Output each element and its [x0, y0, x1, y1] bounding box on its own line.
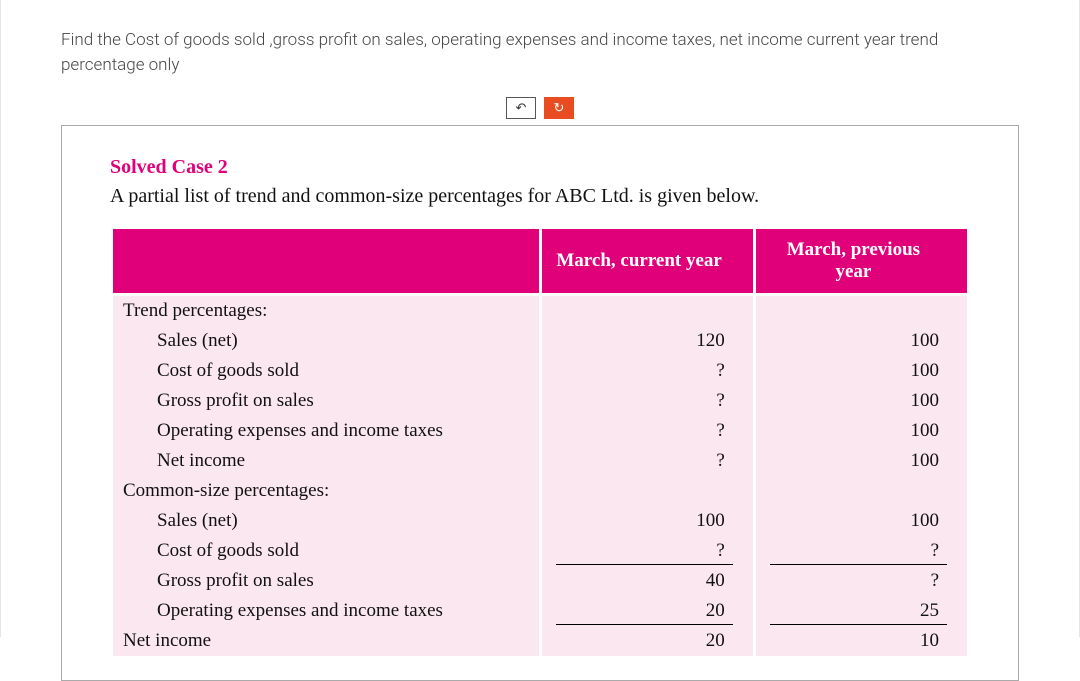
table-row: Trend percentages:: [112, 295, 969, 327]
table-row: Cost of goods sold ? ?: [112, 536, 969, 566]
cell-value: [540, 476, 754, 506]
header-previous-year: March, previous year: [754, 228, 968, 295]
cell-value: 100: [754, 446, 968, 476]
redo-button[interactable]: ↻: [544, 97, 574, 119]
common-section-label: Common-size percentages:: [112, 476, 541, 506]
cell-value: [754, 476, 968, 506]
cell-value: 100: [754, 356, 968, 386]
trend-section-label: Trend percentages:: [112, 295, 541, 327]
case-title: Solved Case 2: [110, 156, 970, 179]
cell-value: 25: [754, 596, 968, 626]
cell-value: 20: [540, 596, 754, 626]
row-label: Gross profit on sales: [112, 386, 541, 416]
table-header-row: March, current year March, previous year: [112, 228, 969, 295]
percentages-table: March, current year March, previous year…: [110, 226, 970, 656]
row-label: Cost of goods sold: [112, 536, 541, 566]
table-row: Net income ? 100: [112, 446, 969, 476]
header-current-year: March, current year: [540, 228, 754, 295]
row-label: Operating expenses and income taxes: [112, 416, 541, 446]
cell-value: ?: [754, 566, 968, 596]
table-row: Operating expenses and income taxes 20 2…: [112, 596, 969, 626]
row-label: Sales (net): [112, 506, 541, 536]
toolbar: ↶ ↻: [1, 97, 1079, 119]
table-row: Gross profit on sales 40 ?: [112, 566, 969, 596]
row-label: Net income: [112, 446, 541, 476]
cell-value: 40: [540, 566, 754, 596]
table-row: Common-size percentages:: [112, 476, 969, 506]
question-prompt: Find the Cost of goods sold ,gross profi…: [1, 28, 1079, 97]
row-label: Cost of goods sold: [112, 356, 541, 386]
table-row: Sales (net) 100 100: [112, 506, 969, 536]
cell-value: 10: [754, 626, 968, 656]
cell-value: 100: [754, 506, 968, 536]
table-row: Net income 20 10: [112, 626, 969, 656]
row-label: Net income: [112, 626, 541, 656]
row-label: Operating expenses and income taxes: [112, 596, 541, 626]
content-frame: Solved Case 2 A partial list of trend an…: [61, 125, 1019, 681]
cell-value: 100: [754, 416, 968, 446]
cell-value: ?: [754, 536, 968, 566]
undo-button[interactable]: ↶: [506, 97, 536, 119]
table-row: Cost of goods sold ? 100: [112, 356, 969, 386]
header-blank: [112, 228, 541, 295]
cell-value: [540, 295, 754, 327]
table-row: Sales (net) 120 100: [112, 326, 969, 356]
cell-value: 100: [754, 326, 968, 356]
table-row: Gross profit on sales ? 100: [112, 386, 969, 416]
cell-value: ?: [540, 356, 754, 386]
page-container: Find the Cost of goods sold ,gross profi…: [0, 0, 1080, 637]
cell-value: [754, 295, 968, 327]
cell-value: ?: [540, 416, 754, 446]
row-label: Gross profit on sales: [112, 566, 541, 596]
cell-value: 120: [540, 326, 754, 356]
cell-value: ?: [540, 386, 754, 416]
case-subtitle: A partial list of trend and common-size …: [110, 185, 970, 208]
cell-value: 20: [540, 626, 754, 656]
cell-value: ?: [540, 536, 754, 566]
cell-value: ?: [540, 446, 754, 476]
row-label: Sales (net): [112, 326, 541, 356]
cell-value: 100: [754, 386, 968, 416]
table-row: Operating expenses and income taxes ? 10…: [112, 416, 969, 446]
cell-value: 100: [540, 506, 754, 536]
